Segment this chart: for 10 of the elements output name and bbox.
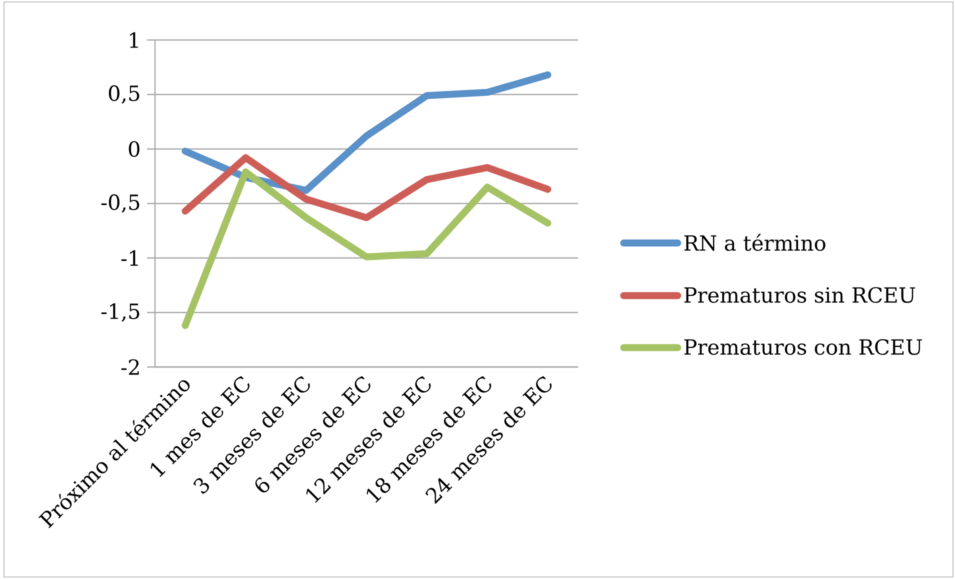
- y-tick-label: 1: [130, 32, 138, 48]
- y-tick-label: 0: [128, 141, 140, 157]
- legend-label: RN a término: [684, 234, 826, 251]
- y-tick-label: -0,5: [101, 194, 140, 213]
- legend-label: Prematuros sin RCEU: [684, 287, 916, 303]
- legend-label: Prematuros con RCEU: [684, 339, 922, 355]
- y-tick-label: -2: [121, 359, 139, 375]
- y-tick-label: -1: [121, 250, 138, 266]
- y-tick-label: 0,5: [108, 85, 140, 104]
- y-tick-label: -1,5: [101, 303, 140, 322]
